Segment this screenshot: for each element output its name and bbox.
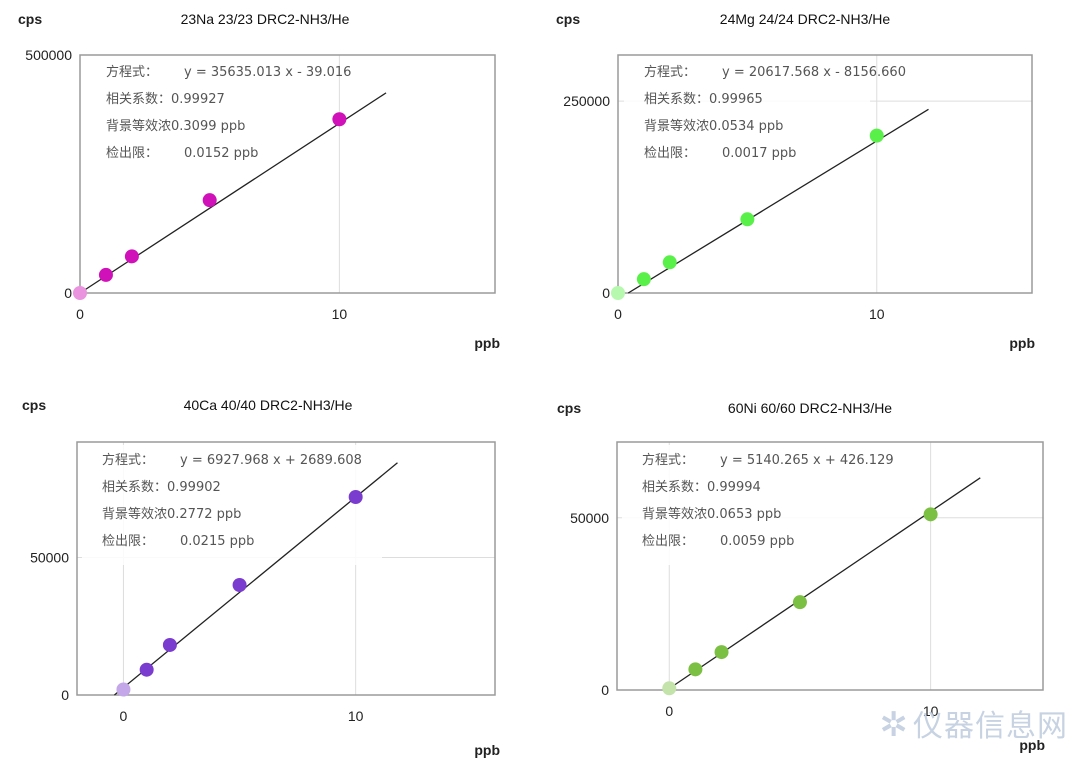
data-point-1 bbox=[73, 286, 87, 300]
regression-line bbox=[114, 462, 398, 696]
annotation-label-2: 相关系数： bbox=[106, 92, 171, 107]
chart-title: 40Ca 40/40 DRC2-NH3/He bbox=[184, 397, 353, 413]
y-tick-label-2: 250000 bbox=[563, 93, 610, 109]
data-point-5 bbox=[348, 490, 363, 504]
x-axis-label: ppb bbox=[474, 742, 500, 758]
data-point-1 bbox=[662, 681, 677, 696]
y-tick-label-1: 0 bbox=[601, 682, 609, 698]
data-point-5 bbox=[332, 112, 347, 127]
x-tick-label-2: 10 bbox=[348, 708, 364, 724]
plot-frame bbox=[616, 441, 1044, 691]
y-tick-label-1: 0 bbox=[602, 285, 610, 301]
annotation-value-1: y = 35635.013 x - 39.016 bbox=[184, 65, 351, 80]
annotation-box bbox=[624, 57, 870, 173]
data-point-2 bbox=[636, 272, 651, 287]
data-point-1 bbox=[611, 286, 625, 300]
x-axis-label: ppb bbox=[1009, 335, 1035, 351]
annotation-label-4: 检出限： bbox=[102, 534, 154, 549]
annotation-value-4: 0.0215 ppb bbox=[180, 534, 254, 549]
annotation-label-2: 相关系数： bbox=[644, 92, 709, 107]
annotation-label-1: 方程式： bbox=[102, 452, 154, 468]
x-tick-label-1: 0 bbox=[665, 703, 673, 719]
annotation-value-2: 0.99927 bbox=[171, 92, 225, 107]
y-axis-label: cps bbox=[556, 11, 580, 27]
x-tick-label-2: 10 bbox=[869, 306, 885, 322]
annotation-value-2: 0.99902 bbox=[167, 480, 221, 495]
x-tick-label-1: 0 bbox=[120, 708, 128, 724]
annotation-value-1: y = 20617.568 x - 8156.660 bbox=[722, 65, 906, 80]
annotation-box bbox=[622, 445, 922, 565]
data-point-3 bbox=[714, 645, 729, 660]
plot-frame bbox=[76, 441, 496, 696]
y-tick-label-2: 50000 bbox=[30, 550, 69, 566]
x-tick-label-2: 10 bbox=[332, 306, 348, 322]
watermark-text: 仪器信息网 bbox=[913, 709, 1068, 744]
data-point-4 bbox=[232, 578, 247, 592]
x-axis-label: ppb bbox=[1019, 737, 1045, 753]
chart-panel-3: 0 10 0 50000 cps ppb 40Ca 40/40 DRC2-NH3/He 方程式… bbox=[22, 397, 500, 758]
x-tick-label-2: 10 bbox=[923, 703, 939, 719]
data-point-5 bbox=[869, 128, 884, 143]
data-point-4 bbox=[792, 595, 807, 610]
chart-panel-2: 0 10 0 250000 cps ppb 24Mg 24/24 DRC2-NH3/He 方程… bbox=[556, 11, 1035, 351]
annotation-value-4: 0.0152 ppb bbox=[184, 146, 258, 161]
annotation-value-4: 0.0017 ppb bbox=[722, 146, 796, 161]
chart-title: 60Ni 60/60 DRC2-NH3/He bbox=[728, 400, 892, 416]
annotation-label-1: 方程式： bbox=[642, 452, 694, 468]
annotation-value-3: 0.3099 ppb bbox=[171, 119, 245, 134]
annotation-label-4: 检出限： bbox=[106, 146, 158, 161]
annotation-label-4: 检出限： bbox=[642, 534, 694, 549]
data-point-4 bbox=[740, 212, 755, 227]
y-axis-label: cps bbox=[18, 11, 42, 27]
annotation-value-3: 0.2772 ppb bbox=[167, 507, 241, 522]
annotation-label-1: 方程式： bbox=[644, 64, 696, 80]
y-tick-label-2: 500000 bbox=[25, 47, 72, 63]
y-tick-label-1: 0 bbox=[61, 687, 69, 703]
data-point-2 bbox=[139, 662, 154, 677]
plot-frame bbox=[617, 54, 1033, 294]
x-tick-label-1: 0 bbox=[614, 306, 622, 322]
annotation-box bbox=[82, 445, 382, 565]
annotation-value-2: 0.99965 bbox=[709, 92, 763, 107]
chart-panel-1: 0 10 0 500000 cps ppb 23Na 23/23 DRC2-NH3/He 方程… bbox=[18, 11, 500, 351]
annotation-label-3: 背景等效浓 bbox=[644, 118, 709, 134]
chart-title: 23Na 23/23 DRC2-NH3/He bbox=[181, 11, 350, 27]
annotation-value-4: 0.0059 ppb bbox=[720, 534, 794, 549]
y-tick-label-1: 0 bbox=[64, 285, 72, 301]
annotation-label-3: 背景等效浓 bbox=[106, 118, 171, 134]
data-point-3 bbox=[162, 637, 177, 652]
annotation-box bbox=[86, 57, 314, 173]
x-tick-label-1: 0 bbox=[76, 306, 84, 322]
watermark: ✲ 仪器信息网 bbox=[880, 701, 1069, 745]
chart-panel-4: 0 10 0 50000 cps ppb 60Ni 60/60 DRC2-NH3/He 方程式… bbox=[557, 400, 1045, 753]
data-point-3 bbox=[124, 249, 139, 264]
data-point-4 bbox=[202, 193, 217, 208]
annotation-label-4: 检出限： bbox=[644, 146, 696, 161]
annotation-value-2: 0.99994 bbox=[707, 480, 761, 495]
y-axis-label: cps bbox=[557, 400, 581, 416]
data-point-2 bbox=[688, 662, 703, 677]
data-point-5 bbox=[923, 507, 938, 522]
annotation-label-2: 相关系数： bbox=[102, 480, 167, 495]
y-tick-label-2: 50000 bbox=[570, 510, 609, 526]
data-point-3 bbox=[662, 255, 677, 270]
x-axis-label: ppb bbox=[474, 335, 500, 351]
data-point-2 bbox=[98, 267, 113, 282]
annotation-label-3: 背景等效浓 bbox=[102, 506, 167, 522]
plot-frame bbox=[79, 54, 496, 294]
y-axis-label: cps bbox=[22, 397, 46, 413]
annotation-value-3: 0.0534 ppb bbox=[709, 119, 783, 134]
chart-title: 24Mg 24/24 DRC2-NH3/He bbox=[720, 11, 891, 27]
annotation-value-1: y = 6927.968 x + 2689.608 bbox=[180, 453, 362, 468]
annotation-value-3: 0.0653 ppb bbox=[707, 507, 781, 522]
annotation-value-1: y = 5140.265 x + 426.129 bbox=[720, 453, 894, 468]
data-point-1 bbox=[116, 682, 131, 697]
annotation-label-2: 相关系数： bbox=[642, 480, 707, 495]
annotation-label-1: 方程式： bbox=[106, 64, 158, 80]
watermark-logo-icon: ✲ bbox=[879, 705, 909, 745]
annotation-label-3: 背景等效浓 bbox=[642, 506, 707, 522]
